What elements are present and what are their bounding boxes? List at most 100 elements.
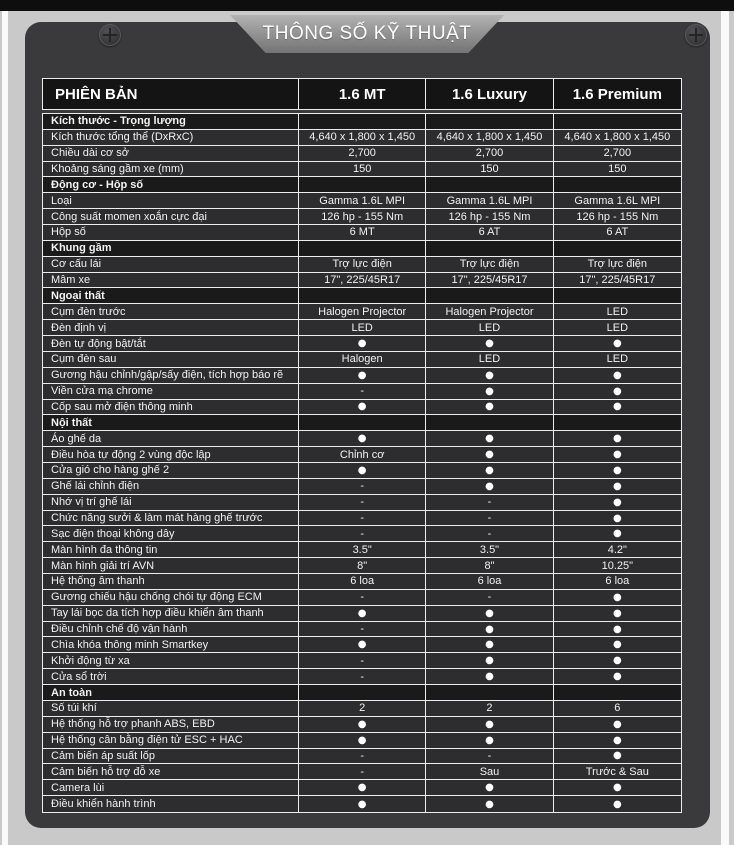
row-value: 6 AT [553,225,681,240]
row-value: 6 [553,700,681,716]
table-row: Hệ thống âm thanh 6 loa 6 loa 6 loa [43,574,681,590]
table-row: Viền cửa mạ chrome - ● ● [43,383,681,400]
section-title: Kích thước - Trọng lượng [43,114,299,129]
table-row: Ghế lái chỉnh điện - ● ● [43,478,681,495]
screw-icon [685,24,707,46]
included-dot: ● [426,605,554,621]
included-dot: ● [426,621,554,637]
included-dot: ● [553,399,681,415]
row-value: 17", 225/45R17 [553,272,681,288]
included-dot: ● [299,431,427,447]
header-version-label: PHIÊN BẢN [43,79,299,109]
row-value: - [426,526,554,542]
row-value: 4.2" [553,542,681,558]
header-trim-3: 1.6 Premium [553,79,681,109]
row-value: Chỉnh cơ [299,447,427,462]
row-value [299,288,427,304]
row-value: - [426,748,554,764]
row-label: Hệ thống âm thanh [43,574,299,589]
spec-table-header: PHIÊN BẢN 1.6 MT 1.6 Luxury 1.6 Premium [42,78,682,110]
table-row: Chiều dài cơ sở 2,700 2,700 2,700 [43,145,681,162]
table-row: Điều chỉnh chế độ vận hành - ● ● [43,621,681,638]
included-dot: ● [299,716,427,732]
row-value: 17", 225/45R17 [299,272,427,288]
included-dot: ● [553,605,681,621]
table-row: Sạc điện thoại không dây - - ● [43,526,681,543]
row-value: 17", 225/45R17 [426,272,554,288]
row-value: LED [299,320,427,336]
table-row: Hệ thống cân bằng điện tử ESC + HAC ● ● ● [43,732,681,749]
section-row: Ngoại thất [43,288,681,305]
table-row: Áo ghế da ● ● ● [43,431,681,448]
row-value: LED [426,351,554,367]
table-row: Cảm biến hỗ trợ đỗ xe - Sau Trước & Sau [43,764,681,781]
included-dot: ● [553,669,681,685]
row-value: 150 [299,161,427,177]
table-row: Cửa gió cho hàng ghế 2 ● ● ● [43,462,681,479]
row-label: Màn hình giải trí AVN [43,558,299,574]
row-label: Áo ghế da [43,431,299,447]
included-dot: ● [553,780,681,796]
included-dot: ● [553,716,681,732]
table-row: Cửa sổ trời - ● ● [43,669,681,686]
row-value: 4,640 x 1,800 x 1,450 [426,129,554,145]
row-value [299,177,427,193]
table-row: Hộp số 6 MT 6 AT 6 AT [43,225,681,241]
included-dot: ● [553,494,681,510]
included-dot: ● [553,478,681,494]
row-value [553,415,681,431]
table-row: Cốp sau mở điện thông minh ● ● ● [43,399,681,416]
row-value: 6 loa [299,574,427,589]
row-value: Halogen Projector [426,304,554,320]
table-row: Kích thước tổng thể (DxRxC) 4,640 x 1,800… [43,129,681,146]
row-label: Cụm đèn trước [43,304,299,320]
row-value: 2,700 [426,145,554,161]
row-value: - [426,494,554,510]
row-label: Chìa khóa thông minh Smartkey [43,637,299,653]
header-trim-2: 1.6 Luxury [426,79,554,109]
table-row: Số túi khí 2 2 6 [43,700,681,717]
included-dot: ● [299,796,427,812]
row-value: LED [553,320,681,336]
row-label: Đèn định vị [43,320,299,336]
row-value: Halogen Projector [299,304,427,320]
row-label: Đèn tự động bật/tắt [43,336,299,351]
row-label: Điều hòa tự động 2 vùng độc lập [43,447,299,462]
table-row: Gương chiếu hậu chống chói tự động ECM - -… [43,589,681,606]
row-label: Nhớ vị trí ghế lái [43,494,299,510]
spec-table-body: Kích thước - Trọng lượng Kích thước tổng … [42,113,682,813]
row-label: Hệ thống cân bằng điện tử ESC + HAC [43,732,299,748]
table-row: Cảm biến áp suất lốp - - ● [43,748,681,765]
table-row: Khởi động từ xa - ● ● [43,653,681,670]
included-dot: ● [553,526,681,542]
row-label: Viền cửa mạ chrome [43,383,299,399]
included-dot: ● [299,637,427,653]
table-row: Đèn tự động bật/tắt ● ● ● [43,336,681,352]
table-row: Mâm xe 17", 225/45R17 17", 225/45R17 17", 2… [43,272,681,289]
table-row: Nhớ vị trí ghế lái - - ● [43,494,681,511]
table-row: Chức năng sưởi & làm mát hàng ghế trước -… [43,510,681,527]
row-value [299,415,427,431]
included-dot: ● [426,367,554,383]
row-value: - [299,478,427,494]
row-value [426,240,554,256]
row-value: 126 hp - 155 Nm [553,209,681,225]
row-label: Kích thước tổng thể (DxRxC) [43,129,299,145]
row-value: 150 [426,161,554,177]
row-label: Camera lùi [43,780,299,796]
row-label: Số túi khí [43,700,299,716]
row-value: 2,700 [299,145,427,161]
row-label: Điều khiển hành trình [43,796,299,812]
included-dot: ● [426,336,554,351]
section-row: Kích thước - Trọng lượng [43,114,681,130]
included-dot: ● [299,605,427,621]
row-value [426,415,554,431]
table-row: Công suất momen xoắn cực đại 126 hp - 155… [43,209,681,226]
row-label: Cửa gió cho hàng ghế 2 [43,462,299,478]
header-trim-1: 1.6 MT [299,79,427,109]
top-bar [0,0,734,11]
row-value [426,685,554,700]
included-dot: ● [299,336,427,351]
row-label: Hộp số [43,225,299,240]
included-dot: ● [426,383,554,399]
